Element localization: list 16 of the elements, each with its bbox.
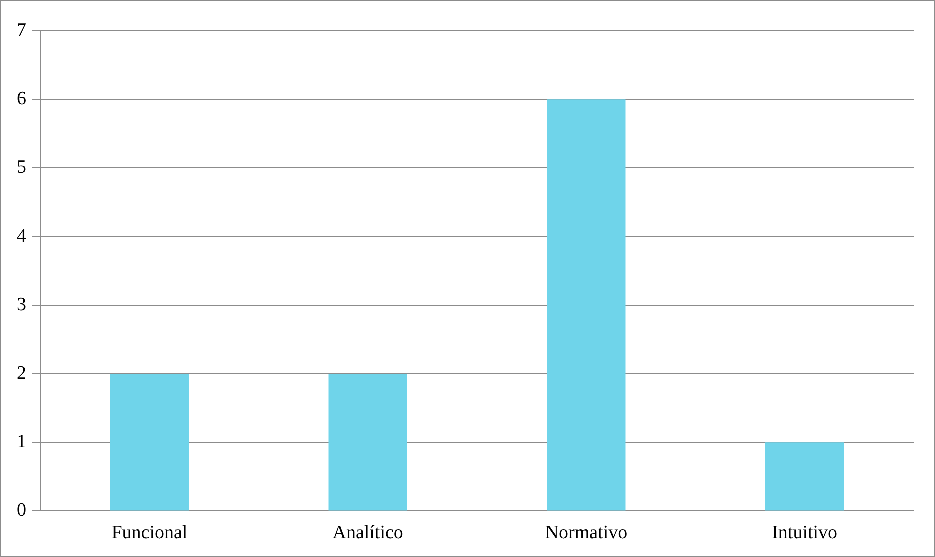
y-tick-label: 4 xyxy=(17,226,27,247)
y-tick-label: 3 xyxy=(17,294,26,316)
y-tick-label: 7 xyxy=(17,20,26,41)
bar xyxy=(547,100,626,511)
y-tick-label: 5 xyxy=(17,157,26,178)
x-tick-label: Intuitivo xyxy=(772,522,838,544)
bar xyxy=(328,374,408,511)
y-tick-label: 0 xyxy=(17,500,26,522)
x-tick-label: Funcional xyxy=(112,522,188,544)
bar xyxy=(766,442,844,511)
x-tick-label: Analítico xyxy=(332,522,404,544)
y-tick-label: 6 xyxy=(17,88,26,110)
y-tick-label: 2 xyxy=(17,362,26,384)
y-tick-label: 1 xyxy=(17,432,26,453)
x-tick-label: Normativo xyxy=(545,522,628,544)
bar xyxy=(110,374,189,511)
